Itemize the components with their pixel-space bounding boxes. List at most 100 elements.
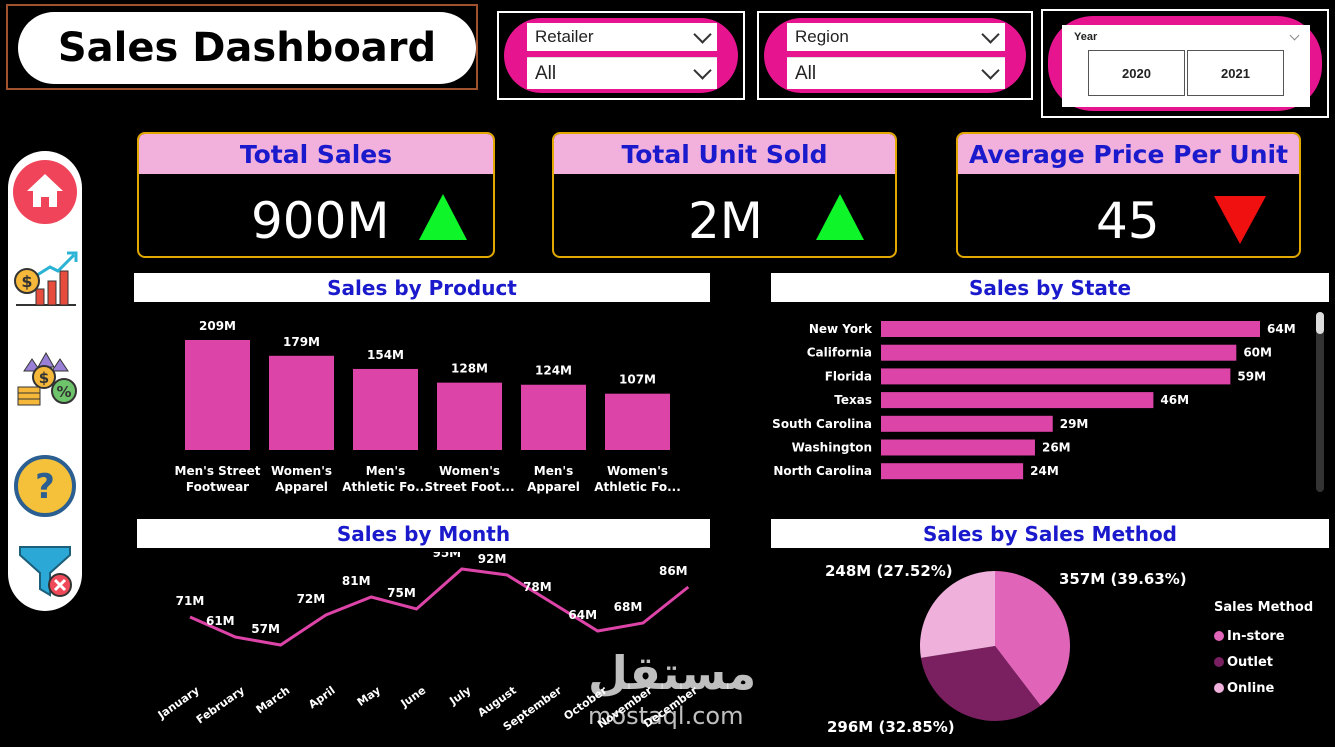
product-bar — [605, 393, 670, 450]
bar-data-label: 26M — [1042, 441, 1071, 455]
trend-up-icon — [816, 194, 864, 240]
month-label: April — [306, 684, 338, 711]
kpi-title: Total Sales — [139, 134, 493, 174]
chevron-down-icon[interactable] — [693, 24, 712, 44]
bar-data-label: 154M — [367, 348, 404, 362]
bar-data-label: 60M — [1243, 346, 1272, 360]
month-label: March — [254, 684, 293, 717]
pie-slice-outlet — [920, 646, 1041, 721]
watermark-latin: mostaql.com — [588, 702, 744, 730]
sales-by-state-chart: New York 64M California 60M Florida 59M Texas 4… — [772, 321, 1296, 480]
sidebar-item-sales-growth[interactable]: $ — [12, 247, 78, 313]
legend-item-in-store[interactable]: In-store — [1214, 623, 1313, 649]
line-data-label: 86M — [659, 564, 688, 578]
sidebar-item-home[interactable] — [12, 159, 78, 225]
sales-by-month-title: Sales by Month — [137, 519, 710, 548]
product-bar — [353, 368, 418, 450]
retailer-dropdown[interactable]: All — [527, 57, 717, 89]
retailer-value: All — [535, 62, 557, 84]
sidebar-item-revenue[interactable]: $ % — [12, 347, 78, 413]
product-bar — [437, 382, 502, 450]
state-label: Washington — [792, 441, 872, 455]
kpi-value: 45 — [1096, 192, 1160, 250]
legend-title: Sales Method — [1214, 600, 1314, 615]
clear-filter-icon[interactable] — [12, 539, 78, 605]
state-bar — [881, 321, 1260, 337]
region-dropdown[interactable]: All — [787, 57, 1005, 89]
state-label: New York — [809, 322, 873, 336]
line-data-label: 57M — [251, 622, 280, 636]
year-option-2021[interactable]: 2021 — [1187, 50, 1284, 96]
legend-dot — [1214, 631, 1224, 641]
pie-slice-in-store — [995, 571, 1070, 706]
category-label: Women's — [439, 464, 500, 478]
chevron-down-icon[interactable] — [693, 61, 712, 80]
state-label: California — [807, 346, 872, 360]
trend-down-icon — [1214, 196, 1266, 244]
state-chart-scrollbar[interactable] — [1316, 312, 1324, 492]
page-title: Sales Dashboard — [18, 12, 476, 84]
month-label: May — [355, 684, 383, 709]
state-bar — [881, 392, 1154, 409]
line-data-label: 64M — [568, 608, 597, 622]
legend-item-outlet[interactable]: Outlet — [1214, 649, 1313, 675]
region-label: Region — [795, 27, 849, 46]
kpi-value: 900M — [251, 192, 390, 250]
legend-dot — [1214, 683, 1224, 693]
kpi-card-total-unit-sold: Total Unit Sold 2M — [552, 132, 897, 258]
category-label: Apparel — [527, 480, 580, 494]
svg-text:$: $ — [21, 272, 32, 291]
line-data-label: 81M — [342, 574, 371, 588]
line-data-label: 95M — [432, 552, 461, 560]
year-label: Year — [1074, 31, 1098, 43]
bar-data-label: 64M — [1267, 322, 1296, 336]
sales-line-series — [189, 567, 690, 647]
year-slicer[interactable]: Year 2020 2021 — [1041, 9, 1329, 118]
region-slicer-header[interactable]: Region — [787, 23, 1005, 51]
watermark-arabic: مستقل — [588, 646, 757, 700]
state-label: North Carolina — [773, 464, 872, 478]
category-label: Apparel — [275, 480, 328, 494]
svg-text:$: $ — [39, 369, 49, 387]
line-data-label: 72M — [297, 592, 326, 606]
svg-text:?: ? — [35, 467, 55, 507]
state-bar — [881, 368, 1231, 385]
bar-data-label: 124M — [535, 364, 572, 378]
chevron-down-icon[interactable] — [981, 24, 1000, 44]
scrollbar-thumb[interactable] — [1316, 312, 1324, 334]
category-label: Women's — [271, 464, 332, 478]
coins-percent-icon[interactable]: $ % — [12, 347, 78, 413]
chevron-down-icon[interactable] — [1289, 30, 1300, 41]
bar-data-label: 179M — [283, 335, 320, 349]
kpi-title: Average Price Per Unit — [958, 134, 1299, 174]
legend-label: Online — [1227, 680, 1275, 696]
chevron-down-icon[interactable] — [981, 61, 1000, 80]
trend-up-icon — [419, 194, 467, 240]
kpi-card-total-sales: Total Sales 900M — [137, 132, 495, 258]
sidebar-item-help[interactable]: ? — [12, 453, 78, 519]
home-icon[interactable] — [12, 159, 78, 225]
sidebar-item-clear-filters[interactable] — [12, 539, 78, 605]
kpi-card-average-price: Average Price Per Unit 45 — [956, 132, 1301, 258]
line-data-label: 75M — [387, 586, 416, 600]
category-label: Athletic Fo... — [594, 480, 681, 494]
region-slicer[interactable]: Region All — [757, 11, 1033, 100]
legend-label: Outlet — [1227, 654, 1274, 670]
pie-data-label: 357M (39.63%) — [1059, 570, 1187, 588]
kpi-title: Total Unit Sold — [554, 134, 895, 174]
retailer-label: Retailer — [535, 27, 594, 46]
retailer-slicer-header[interactable]: Retailer — [527, 23, 717, 51]
sales-by-method-chart: 357M (39.63%) 296M (32.85%) 248M (27.52%) — [825, 562, 1187, 736]
sales-growth-chart-icon[interactable]: $ — [12, 247, 78, 313]
legend-item-online[interactable]: Online — [1214, 675, 1313, 701]
bar-data-label: 29M — [1060, 417, 1089, 431]
year-option-2020[interactable]: 2020 — [1088, 50, 1185, 96]
bar-data-label: 128M — [451, 362, 488, 376]
svg-text:%: % — [56, 383, 71, 401]
title-panel: Sales Dashboard — [6, 4, 478, 90]
question-mark-icon[interactable]: ? — [12, 453, 78, 519]
category-label: Street Foot... — [424, 480, 514, 494]
pie-data-label: 248M (27.52%) — [825, 562, 953, 580]
retailer-slicer[interactable]: Retailer All — [497, 11, 745, 100]
year-slicer-panel: Year 2020 2021 — [1062, 25, 1310, 107]
